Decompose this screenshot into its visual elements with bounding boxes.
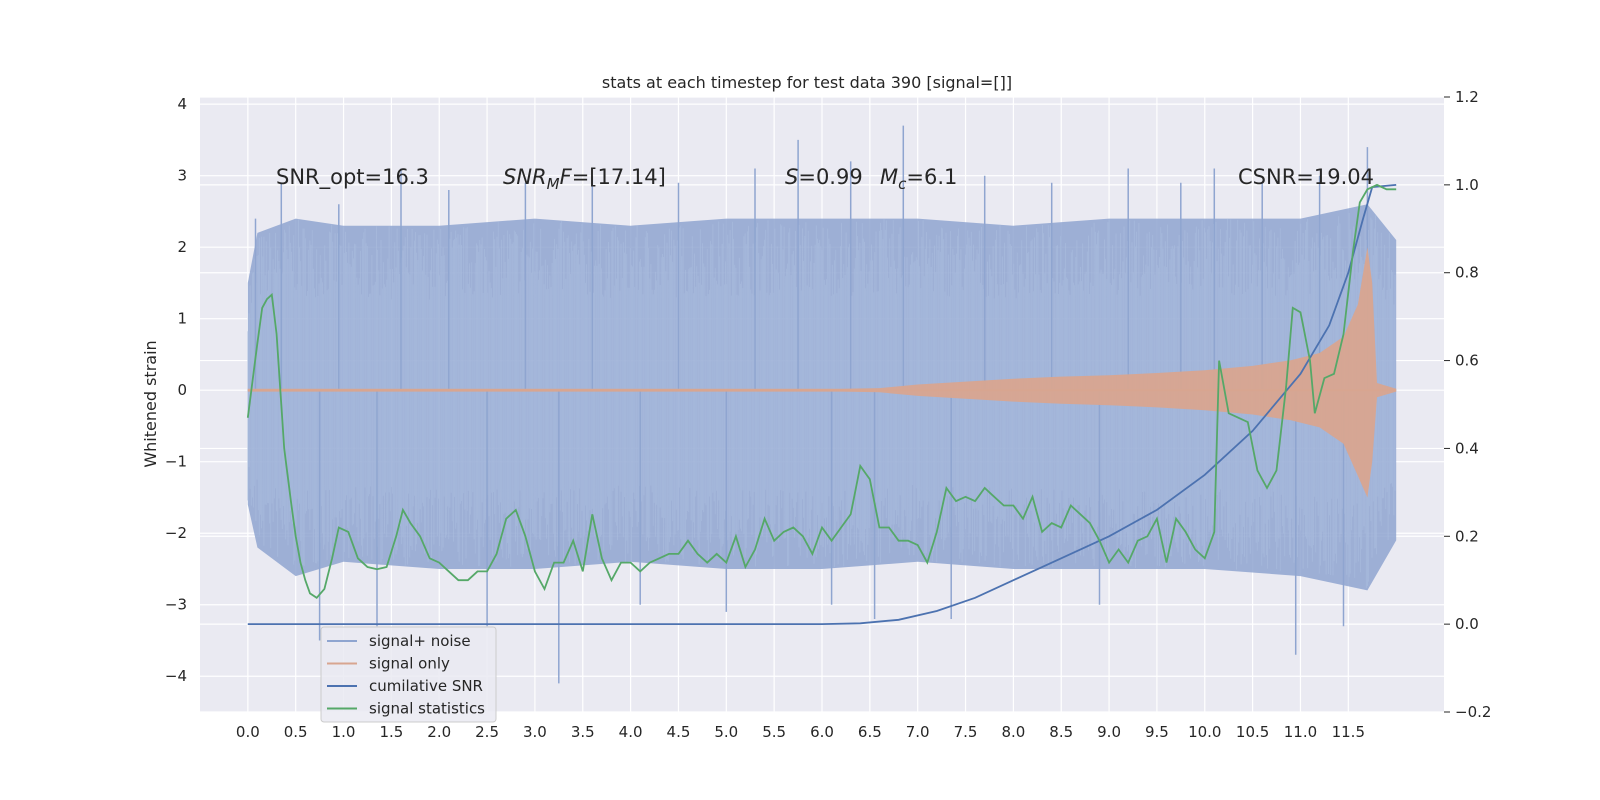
y-axis-ticks: 4 3 2 1 0 −1 −2 −3 −4 bbox=[165, 95, 187, 685]
x-tick-label: 6.0 bbox=[810, 723, 834, 741]
legend: signal+ noise signal only cumilative SNR si… bbox=[320, 626, 497, 723]
y-tick-label: 2 bbox=[177, 238, 187, 256]
chart-title: stats at each timestep for test data 390… bbox=[602, 73, 1012, 92]
x-tick-label: 0.5 bbox=[284, 723, 308, 741]
x-tick-label: 3.5 bbox=[571, 723, 595, 741]
x-tick-label: 7.5 bbox=[954, 723, 978, 741]
annotation-snr-mf-base: SNR bbox=[503, 165, 547, 189]
annotation-mc-value: =6.1 bbox=[906, 165, 957, 189]
x-tick-label: 3.0 bbox=[523, 723, 547, 741]
y-tick-label: 3 bbox=[177, 167, 187, 185]
annotation-s-label: S bbox=[785, 165, 798, 189]
legend-box bbox=[320, 626, 497, 723]
x-tick-label: 8.5 bbox=[1049, 723, 1073, 741]
x-axis-ticks: 0.0 0.5 1.0 1.5 2.0 2.5 3.0 3.5 4.0 4.5 5.0 5.5 6.0 6… bbox=[236, 723, 1365, 741]
x-tick-label: 8.0 bbox=[1001, 723, 1025, 741]
x-tick-label: 9.5 bbox=[1145, 723, 1169, 741]
series-signal-statistics bbox=[246, 183, 1397, 599]
x-tick-label: 2.0 bbox=[427, 723, 451, 741]
annotation-s-value: =0.99 bbox=[798, 165, 862, 189]
x-tick-label: 4.0 bbox=[619, 723, 643, 741]
x-tick-label: 7.0 bbox=[906, 723, 930, 741]
annotation-snr-mf-rest: =[17.14] bbox=[572, 165, 666, 189]
annotation-snr-mf: SNRMF=[17.14] bbox=[503, 165, 666, 193]
series-signal-only bbox=[247, 247, 1397, 498]
y2-tick-label: 0.2 bbox=[1455, 527, 1479, 545]
x-tick-label: 10.5 bbox=[1236, 723, 1269, 741]
y2-tick-label: 1.0 bbox=[1455, 176, 1479, 194]
annotation-mc-base: M bbox=[880, 165, 898, 189]
annotation-csnr: CSNR=19.04 bbox=[1238, 165, 1374, 189]
y2-tick-label: 0.8 bbox=[1455, 264, 1479, 282]
x-tick-label: 2.5 bbox=[475, 723, 499, 741]
y2-tick-label: 0.4 bbox=[1455, 439, 1479, 457]
x-tick-label: 9.0 bbox=[1097, 723, 1121, 741]
x-tick-label: 4.5 bbox=[667, 723, 691, 741]
legend-label: signal+ noise bbox=[369, 632, 471, 650]
annotation-snr-opt: SNR_opt=16.3 bbox=[276, 165, 429, 190]
x-tick-label: 11.0 bbox=[1284, 723, 1317, 741]
x-tick-label: 1.0 bbox=[332, 723, 356, 741]
annotation-mc: Mc=6.1 bbox=[880, 165, 957, 193]
y-axis-label: Whitened strain bbox=[141, 340, 160, 467]
x-tick-label: 11.5 bbox=[1332, 723, 1365, 741]
y-tick-label: −4 bbox=[165, 667, 187, 685]
annotation-s: S=0.99 bbox=[785, 165, 863, 189]
y2-tick-label: 0.6 bbox=[1455, 352, 1479, 370]
noise-spikes bbox=[254, 125, 1369, 684]
y2-axis-ticks: 1.2 1.0 0.8 0.6 0.4 0.2 0.0 −0.2 bbox=[1444, 88, 1491, 721]
y2-tick-label: 1.2 bbox=[1455, 88, 1479, 106]
y-tick-label: −1 bbox=[165, 453, 187, 471]
statistics-line bbox=[246, 183, 1397, 599]
y2-tick-label: 0.0 bbox=[1455, 615, 1479, 633]
y-tick-label: −3 bbox=[165, 596, 187, 614]
x-tick-label: 10.0 bbox=[1188, 723, 1221, 741]
x-tick-label: 1.5 bbox=[379, 723, 403, 741]
y-tick-label: 0 bbox=[177, 381, 187, 399]
x-tick-label: 5.5 bbox=[762, 723, 786, 741]
annotation-mc-sub: c bbox=[898, 175, 907, 193]
legend-label: cumilative SNR bbox=[369, 677, 483, 695]
y2-tick-label: −0.2 bbox=[1455, 703, 1491, 721]
y-tick-label: 1 bbox=[177, 310, 187, 328]
x-tick-label: 0.0 bbox=[236, 723, 260, 741]
y-tick-label: 4 bbox=[177, 95, 187, 113]
legend-label: signal statistics bbox=[369, 700, 485, 718]
x-tick-label: 5.0 bbox=[714, 723, 738, 741]
legend-label: signal only bbox=[369, 655, 450, 673]
x-tick-label: 6.5 bbox=[858, 723, 882, 741]
y-tick-label: −2 bbox=[165, 524, 187, 542]
annotation-snr-mf-sub: M bbox=[547, 175, 560, 193]
annotation-snr-mf-rest-italic: F bbox=[560, 165, 573, 189]
